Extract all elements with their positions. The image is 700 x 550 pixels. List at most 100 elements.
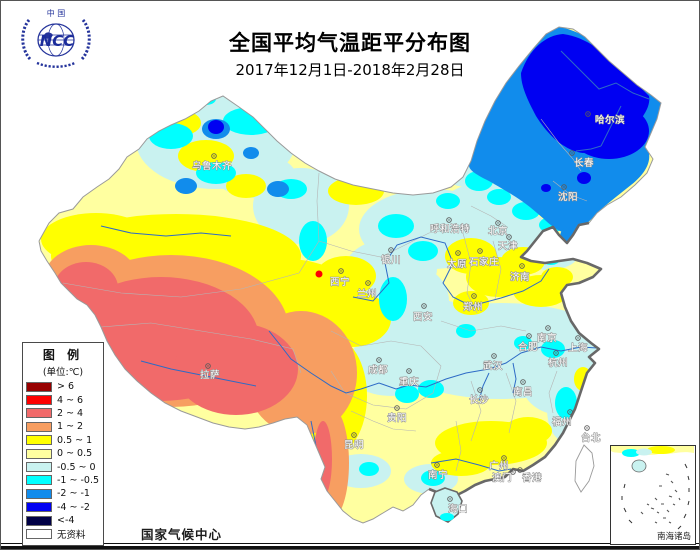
city-label: 重庆 (399, 376, 419, 388)
city-marker-icon (388, 247, 394, 253)
city-郑州: 郑州 (462, 293, 483, 314)
city-marker-icon (365, 280, 371, 286)
legend-item: 0 ~ 0.5 (23, 447, 103, 460)
legend-swatch (26, 421, 52, 432)
city-海口: 海口 (447, 496, 468, 516)
city-marker-dot (519, 469, 521, 471)
city-label: 长春 (574, 157, 594, 169)
city-marker-icon (519, 263, 525, 269)
city-label: 西宁 (330, 276, 350, 288)
city-marker-icon (211, 153, 217, 159)
city-label: 合肥 (518, 341, 538, 353)
city-marker-dot (547, 327, 549, 329)
wreath-right (80, 19, 91, 61)
city-marker-icon (447, 496, 453, 502)
inset-map: 南海诸岛 (611, 446, 694, 542)
legend-label: -4 ~ -2 (57, 501, 90, 513)
city-乌鲁木齐: 乌鲁木齐 (191, 153, 232, 173)
globe-landmass (44, 32, 53, 39)
city-label: 昆明 (344, 440, 364, 451)
city-label: 呼和浩特 (430, 223, 470, 235)
city-拉萨: 拉萨 (199, 363, 220, 382)
inset-label: 南海诸岛 (657, 531, 691, 542)
city-marker-dot (473, 295, 475, 297)
city-marker-icon (495, 220, 501, 226)
legend-item: 4 ~ 6 (23, 393, 103, 406)
bottom-double-rule (1, 543, 699, 549)
city-哈尔滨: 哈尔滨 (585, 111, 625, 127)
city-marker-dot (571, 152, 573, 154)
legend-swatch (26, 448, 52, 459)
city-沈阳: 沈阳 (557, 184, 578, 204)
city-marker-icon (567, 409, 573, 415)
city-南昌: 南昌 (512, 379, 533, 399)
city-marker-icon (338, 268, 344, 274)
city-银川: 银川 (380, 247, 401, 267)
ncc-logo: 中 国 NCC (21, 8, 91, 68)
city-marker-dot (512, 471, 514, 473)
city-marker-dot (396, 407, 398, 409)
legend-label: 2 ~ 4 (57, 407, 84, 419)
city-marker-icon (553, 350, 559, 356)
legend-item: 无资料 (23, 527, 103, 541)
city-marker-icon (406, 368, 412, 374)
city-武汉: 武汉 (482, 353, 503, 373)
city-label: 贵阳 (387, 412, 407, 424)
legend-label: -2 ~ -1 (57, 488, 90, 500)
city-marker-icon (584, 425, 590, 431)
city-label: 银川 (381, 254, 401, 266)
city-昆明: 昆明 (343, 432, 364, 452)
city-marker-dot (479, 250, 481, 252)
city-marker-icon (520, 379, 526, 385)
legend-label: 0.5 ~ 1 (57, 434, 93, 446)
city-合肥: 合肥 (517, 333, 538, 354)
city-marker-icon (517, 467, 523, 473)
city-marker-icon (510, 469, 516, 475)
coastline (428, 221, 603, 505)
city-南京: 南京 (536, 325, 557, 345)
city-marker-icon (501, 455, 507, 461)
city-marker-icon (394, 405, 400, 411)
hainan-island (430, 487, 463, 523)
city-label: 广州 (489, 460, 509, 472)
city-西宁: 西宁 (329, 268, 350, 289)
city-成都: 成都 (367, 357, 388, 377)
legend-label: -1 ~ -0.5 (57, 474, 100, 486)
city-marker-dot (497, 222, 499, 224)
legend-label: -0.5 ~ 0 (57, 461, 96, 473)
city-marker-dot (448, 219, 450, 221)
legend-label: <-4 (57, 515, 75, 527)
city-天津: 天津 (497, 234, 518, 253)
city-label: 西安 (413, 311, 433, 323)
city-marker-dot (423, 305, 425, 307)
city-香港: 香港 (517, 467, 542, 485)
city-广州: 广州 (488, 455, 509, 473)
city-label: 石家庄 (469, 256, 499, 268)
city-marker-icon (545, 325, 551, 331)
city-marker-dot (408, 370, 410, 372)
city-marker-dot (367, 282, 369, 284)
city-marker-dot (457, 252, 459, 254)
legend-swatch (26, 528, 52, 539)
inset-yellow-blob (647, 446, 675, 454)
legend-title: 图 例 (42, 348, 84, 362)
legend-label: 4 ~ 6 (57, 394, 84, 406)
city-label: 香港 (522, 472, 542, 484)
city-label: 济南 (510, 271, 530, 283)
city-marker-dot (449, 498, 451, 500)
city-marker-dot (528, 335, 530, 337)
city-marker-icon (205, 363, 211, 369)
city-marker-icon (446, 217, 452, 223)
city-兰州: 兰州 (356, 280, 377, 301)
city-marker-dot (207, 365, 209, 367)
legend-swatch (26, 408, 52, 419)
city-南宁: 南宁 (427, 462, 448, 482)
city-marker-icon (351, 432, 357, 438)
city-marker-icon (455, 250, 461, 256)
city-label: 长沙 (469, 394, 489, 406)
city-marker-dot (563, 186, 565, 188)
